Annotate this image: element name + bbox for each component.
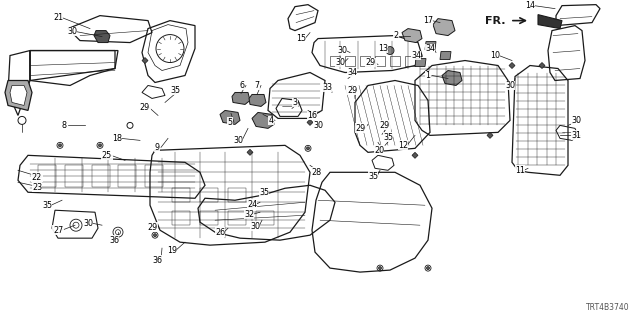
Text: 29: 29 (380, 121, 390, 130)
Polygon shape (402, 28, 422, 43)
Text: 35: 35 (368, 172, 378, 181)
Polygon shape (433, 19, 455, 36)
Text: 5: 5 (227, 118, 232, 127)
Text: 18: 18 (112, 134, 122, 143)
Text: TRT4B3740: TRT4B3740 (586, 303, 630, 312)
Text: 26: 26 (215, 228, 225, 237)
Circle shape (99, 144, 102, 147)
Text: 31: 31 (571, 131, 581, 140)
Circle shape (307, 147, 310, 150)
Text: 4: 4 (269, 116, 273, 125)
Text: 35: 35 (383, 133, 393, 142)
Polygon shape (509, 62, 515, 68)
Polygon shape (440, 52, 451, 60)
Text: 30: 30 (250, 222, 260, 231)
Polygon shape (249, 94, 266, 107)
Text: 9: 9 (154, 143, 159, 152)
Text: 34: 34 (425, 44, 435, 53)
Text: 8: 8 (61, 121, 67, 130)
Text: 29: 29 (147, 223, 157, 232)
Text: 29: 29 (347, 86, 357, 95)
Text: 28: 28 (311, 168, 321, 177)
Text: 10: 10 (490, 51, 500, 60)
Text: 34: 34 (347, 68, 357, 77)
Text: 2: 2 (394, 31, 399, 40)
Text: 22: 22 (32, 173, 42, 182)
Text: 30: 30 (67, 27, 77, 36)
Text: 35: 35 (170, 86, 180, 95)
Polygon shape (412, 152, 418, 158)
Polygon shape (247, 149, 253, 155)
Polygon shape (425, 42, 436, 50)
Polygon shape (220, 110, 240, 124)
Text: 35: 35 (42, 201, 52, 210)
Text: 29: 29 (140, 103, 150, 112)
Text: 24: 24 (247, 200, 257, 209)
Text: 30: 30 (571, 116, 581, 125)
Circle shape (426, 267, 429, 270)
Text: 6: 6 (239, 81, 244, 90)
Circle shape (378, 267, 381, 270)
Polygon shape (487, 132, 493, 138)
Polygon shape (232, 92, 250, 104)
Text: 30: 30 (505, 81, 515, 90)
Text: 27: 27 (53, 226, 63, 235)
Text: 21: 21 (53, 13, 63, 22)
Text: 11: 11 (515, 166, 525, 175)
Text: 12: 12 (398, 141, 408, 150)
Polygon shape (5, 81, 32, 110)
Text: 16: 16 (307, 111, 317, 120)
Text: 32: 32 (244, 210, 254, 219)
Text: 19: 19 (167, 246, 177, 255)
Text: 29: 29 (366, 58, 376, 67)
Text: 7: 7 (255, 81, 260, 90)
Text: 3: 3 (292, 98, 298, 107)
Text: 34: 34 (411, 51, 421, 60)
Circle shape (154, 234, 157, 237)
Text: 17: 17 (423, 16, 433, 25)
Text: 30: 30 (233, 136, 243, 145)
Text: 25: 25 (102, 151, 112, 160)
Polygon shape (307, 119, 313, 125)
Polygon shape (94, 31, 110, 43)
Text: 30: 30 (83, 219, 93, 228)
Text: 29: 29 (356, 124, 366, 133)
Polygon shape (538, 15, 562, 28)
Text: 1: 1 (426, 71, 431, 80)
Polygon shape (252, 112, 274, 128)
Polygon shape (10, 85, 27, 105)
Polygon shape (442, 70, 462, 85)
Circle shape (386, 46, 394, 54)
Text: 30: 30 (313, 121, 323, 130)
Polygon shape (539, 62, 545, 68)
Text: 35: 35 (259, 188, 269, 197)
Polygon shape (142, 58, 148, 64)
Text: 23: 23 (32, 183, 42, 192)
Text: 36: 36 (109, 236, 119, 245)
Text: 14: 14 (525, 1, 535, 10)
Text: 20: 20 (374, 146, 384, 155)
Text: 15: 15 (296, 34, 306, 43)
Text: 30: 30 (335, 58, 345, 67)
Circle shape (58, 144, 61, 147)
Polygon shape (415, 59, 426, 67)
Text: 33: 33 (322, 83, 332, 92)
Text: 36: 36 (152, 256, 162, 265)
Text: 30: 30 (337, 46, 347, 55)
Text: 13: 13 (378, 44, 388, 53)
Text: FR.: FR. (484, 16, 505, 26)
